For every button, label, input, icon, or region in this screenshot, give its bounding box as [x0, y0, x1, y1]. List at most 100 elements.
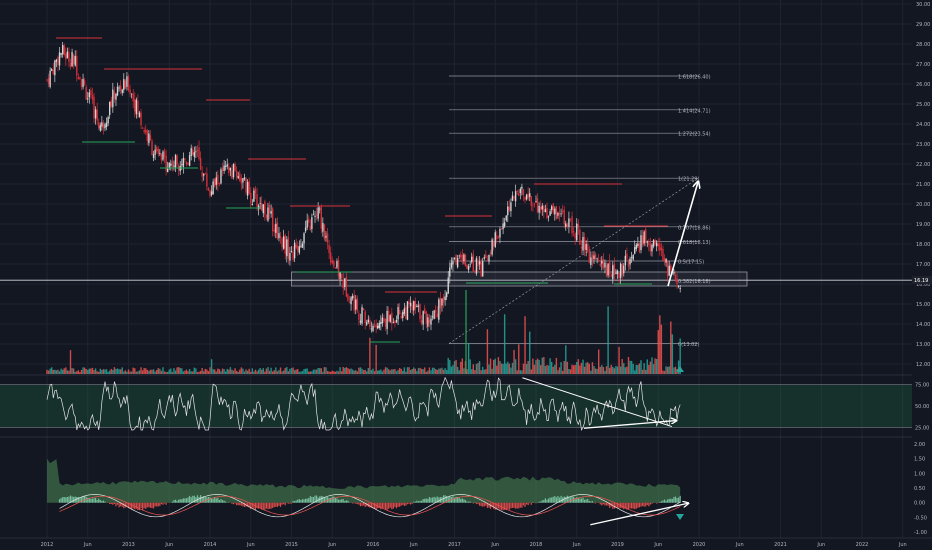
- macd-histogram-bar: [627, 502, 630, 510]
- macd-histogram-bar: [193, 495, 195, 503]
- macd-histogram-bar: [63, 496, 65, 503]
- candle-body: [602, 258, 605, 269]
- last-price-label: 16.19: [914, 278, 928, 284]
- candle-body: [514, 191, 517, 202]
- volume-bar: [182, 371, 185, 374]
- macd-histogram-bar: [665, 500, 667, 503]
- macd-histogram-bar: [236, 502, 238, 506]
- volume-bar: [325, 367, 327, 374]
- candle-body: [613, 264, 616, 276]
- volume-bar: [57, 369, 59, 374]
- volume-bar: [485, 369, 487, 374]
- macd-histogram-bar: [391, 502, 393, 510]
- volume-bar: [456, 366, 459, 374]
- candle-body: [640, 235, 642, 250]
- macd-histogram-bar: [156, 502, 158, 507]
- macd-axis-label: -0.50: [914, 515, 927, 521]
- candle-body: [115, 94, 117, 100]
- macd-histogram-bar: [267, 502, 269, 510]
- volume-bar: [460, 361, 462, 374]
- candle-body: [245, 178, 247, 193]
- candle-body: [344, 278, 346, 288]
- candle-body: [287, 237, 290, 260]
- volume-bar: [339, 367, 341, 374]
- macd-histogram-bar: [632, 502, 634, 509]
- candle-body: [489, 252, 492, 254]
- macd-histogram-bar: [378, 502, 380, 508]
- volume-bar: [72, 368, 75, 374]
- volume-bar: [295, 369, 297, 374]
- macd-axis-label: 0.50: [914, 486, 925, 492]
- macd-histogram-bar: [525, 502, 528, 505]
- volume-bar: [557, 370, 559, 374]
- price-axis-label: 26.00: [916, 82, 930, 88]
- candle-body: [329, 252, 332, 263]
- macd-histogram-bar: [446, 496, 448, 503]
- candle-body: [141, 127, 144, 129]
- macd-area: [47, 458, 681, 503]
- volume-bar: [119, 369, 122, 374]
- volume-bar: [132, 367, 134, 374]
- macd-histogram-bar: [670, 498, 672, 503]
- volume-bar: [115, 368, 117, 374]
- macd-histogram-bar: [618, 502, 620, 509]
- candle-body: [319, 208, 321, 210]
- volume-bar: [569, 369, 572, 374]
- candle-body: [193, 152, 196, 157]
- volume-bar: [253, 371, 255, 374]
- volume-bar: [198, 371, 200, 374]
- volume-bar: [677, 360, 680, 374]
- candle-body: [356, 298, 359, 311]
- candle-body: [289, 253, 291, 261]
- volume-bar: [112, 369, 114, 374]
- volume-bar: [406, 367, 409, 374]
- macd-histogram-bar: [518, 502, 520, 509]
- macd-histogram-bar: [137, 502, 139, 511]
- volume-bar: [398, 367, 401, 374]
- candle-body: [623, 265, 625, 274]
- macd-histogram-bar: [273, 502, 275, 508]
- macd-histogram-bar: [588, 500, 590, 503]
- candle-body: [461, 255, 464, 263]
- time-axis-label: 2021: [774, 542, 787, 548]
- macd-histogram-bar: [181, 499, 183, 503]
- volume-bar: [168, 369, 170, 374]
- volume-bar: [524, 316, 526, 374]
- macd-histogram-bar: [472, 502, 474, 504]
- volume-bar: [477, 362, 479, 374]
- macd-histogram-bar: [118, 502, 120, 508]
- candle-body: [154, 149, 156, 155]
- macd-histogram-bar: [152, 502, 155, 509]
- candle-body: [282, 236, 285, 249]
- candle-body: [599, 263, 601, 266]
- macd-histogram-bar: [203, 496, 205, 503]
- macd-histogram-bar: [218, 500, 221, 503]
- volume-bar: [430, 370, 432, 374]
- candle-body: [450, 262, 453, 268]
- macd-histogram-bar: [623, 502, 625, 510]
- macd-histogram-bar: [82, 496, 84, 503]
- volume-bar: [660, 324, 663, 374]
- candle-body: [300, 245, 302, 247]
- macd-histogram-bar: [641, 502, 644, 507]
- candle-body: [384, 318, 387, 327]
- macd-histogram-bar: [278, 502, 280, 506]
- macd-histogram-bar: [362, 502, 365, 506]
- candle-body: [659, 243, 661, 251]
- volume-bar: [436, 369, 438, 374]
- candle-body: [210, 191, 213, 196]
- macd-histogram-bar: [217, 497, 219, 503]
- volume-bar: [673, 367, 675, 374]
- macd-histogram-bar: [568, 496, 570, 503]
- volume-bar: [356, 371, 359, 374]
- macd-histogram-bar: [112, 502, 114, 505]
- candle-body: [524, 197, 526, 200]
- volume-bar: [223, 369, 225, 374]
- volume-bar: [593, 366, 595, 374]
- candle-body: [51, 69, 53, 71]
- volume-bar: [286, 367, 288, 374]
- candle-body: [370, 328, 373, 330]
- candle-body: [377, 325, 379, 329]
- volume-bar: [74, 371, 76, 374]
- macd-histogram-bar: [300, 500, 302, 503]
